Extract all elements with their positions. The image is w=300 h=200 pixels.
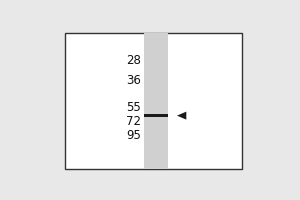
Text: 36: 36 [126, 74, 141, 87]
Polygon shape [177, 112, 186, 120]
Bar [145, 33, 168, 169]
Text: 72: 72 [126, 115, 141, 128]
Bar [145, 114, 168, 117]
Text: 55: 55 [126, 101, 141, 114]
Text: 28: 28 [126, 54, 141, 67]
Text: 95: 95 [126, 129, 141, 142]
Bar [65, 33, 242, 169]
